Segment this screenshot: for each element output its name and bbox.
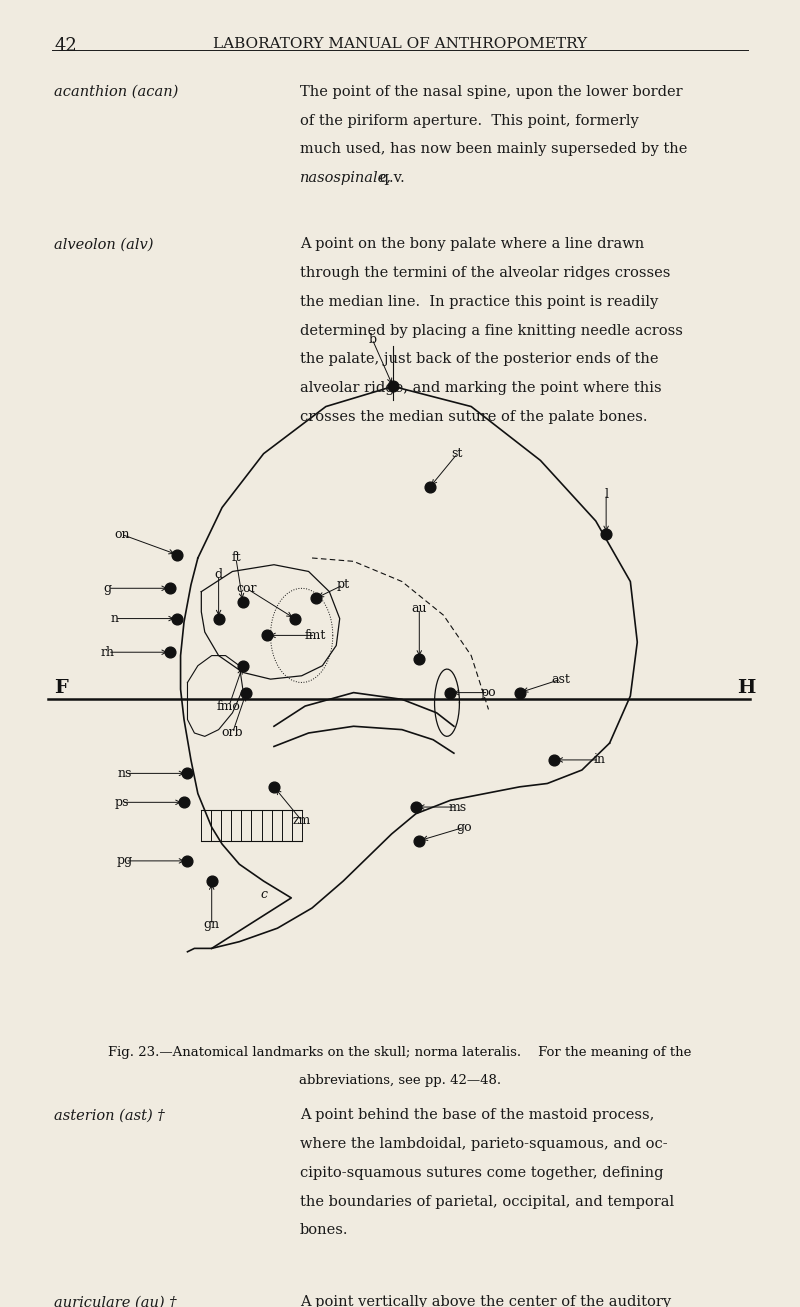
Text: nasospinale,: nasospinale, [300, 171, 392, 186]
Text: determined by placing a fine knitting needle across: determined by placing a fine knitting ne… [300, 324, 683, 337]
Text: ft: ft [231, 552, 241, 565]
Text: Fig. 23.—Anatomical landmarks on the skull; norma lateralis.    For the meaning : Fig. 23.—Anatomical landmarks on the sku… [108, 1046, 692, 1059]
Text: alveolar ridge, and marking the point where this: alveolar ridge, and marking the point wh… [300, 382, 662, 395]
Text: A point vertically above the center of the auditory: A point vertically above the center of t… [300, 1295, 671, 1307]
Text: crosses the median suture of the palate bones.: crosses the median suture of the palate … [300, 410, 647, 423]
Text: d: d [214, 569, 222, 582]
Text: n: n [111, 612, 119, 625]
Text: The point of the nasal spine, upon the lower border: The point of the nasal spine, upon the l… [300, 85, 682, 99]
Point [423, 477, 436, 498]
Text: rh: rh [101, 646, 115, 659]
Text: zm: zm [293, 814, 310, 827]
Text: the median line.  In practice this point is readily: the median line. In practice this point … [300, 295, 658, 308]
Text: l: l [604, 488, 608, 501]
Text: acanthion (acan): acanthion (acan) [54, 85, 178, 99]
Text: st: st [452, 447, 463, 460]
Text: cipito-squamous sutures come together, defining: cipito-squamous sutures come together, d… [300, 1166, 663, 1180]
Text: pt: pt [337, 579, 350, 591]
Text: A point behind the base of the mastoid process,: A point behind the base of the mastoid p… [300, 1108, 654, 1123]
Text: ms: ms [448, 801, 466, 813]
Text: on: on [114, 528, 130, 541]
Text: fmt: fmt [305, 629, 326, 642]
Point [444, 682, 457, 703]
Point [413, 830, 426, 851]
Text: the palate, just back of the posterior ends of the: the palate, just back of the posterior e… [300, 353, 658, 366]
Point [170, 608, 183, 629]
Text: through the termini of the alveolar ridges crosses: through the termini of the alveolar ridg… [300, 267, 670, 280]
Text: g: g [104, 582, 112, 595]
Text: fmo: fmo [217, 699, 241, 712]
Point [386, 376, 399, 397]
Text: A point on the bony palate where a line drawn: A point on the bony palate where a line … [300, 238, 644, 251]
Text: b: b [368, 333, 376, 346]
Point [548, 749, 561, 770]
Point [164, 578, 177, 599]
Text: H: H [738, 680, 756, 698]
Text: gn: gn [204, 919, 220, 932]
Text: cor: cor [236, 582, 257, 595]
Text: auriculare (au) †: auriculare (au) † [54, 1295, 177, 1307]
Text: q.v.: q.v. [375, 171, 405, 186]
Point [206, 870, 218, 891]
Point [181, 851, 194, 872]
Point [178, 792, 190, 813]
Text: in: in [594, 753, 606, 766]
Text: of the piriform aperture.  This point, formerly: of the piriform aperture. This point, fo… [300, 114, 638, 128]
Text: c: c [260, 887, 267, 901]
Point [413, 648, 426, 669]
Point [164, 642, 177, 663]
Text: orb: orb [222, 727, 243, 740]
Text: alveolon (alv): alveolon (alv) [54, 238, 154, 251]
Point [410, 796, 422, 817]
Text: go: go [457, 821, 472, 834]
Point [267, 776, 280, 797]
Text: po: po [481, 686, 496, 699]
Point [309, 588, 322, 609]
Point [237, 591, 250, 612]
Text: bones.: bones. [300, 1223, 349, 1238]
Point [240, 682, 253, 703]
Text: abbreviations, see pp. 42—48.: abbreviations, see pp. 42—48. [299, 1074, 501, 1087]
Text: ns: ns [118, 767, 132, 780]
Text: ast: ast [552, 673, 570, 686]
Point [212, 608, 225, 629]
Text: the boundaries of parietal, occipital, and temporal: the boundaries of parietal, occipital, a… [300, 1195, 674, 1209]
Point [261, 625, 274, 646]
Point [514, 682, 526, 703]
Text: pg: pg [117, 855, 134, 868]
Text: F: F [54, 680, 68, 698]
Text: much used, has now been mainly superseded by the: much used, has now been mainly supersede… [300, 142, 687, 157]
Point [237, 655, 250, 676]
Point [170, 544, 183, 565]
Text: ps: ps [114, 796, 129, 809]
Text: asterion (ast) †: asterion (ast) † [54, 1108, 165, 1123]
Point [600, 524, 613, 545]
Point [181, 763, 194, 784]
Text: au: au [411, 603, 427, 616]
Point [288, 608, 301, 629]
Text: LABORATORY MANUAL OF ANTHROPOMETRY: LABORATORY MANUAL OF ANTHROPOMETRY [213, 37, 587, 51]
Text: where the lambdoidal, parieto-squamous, and oc-: where the lambdoidal, parieto-squamous, … [300, 1137, 668, 1151]
Text: 42: 42 [54, 37, 77, 55]
